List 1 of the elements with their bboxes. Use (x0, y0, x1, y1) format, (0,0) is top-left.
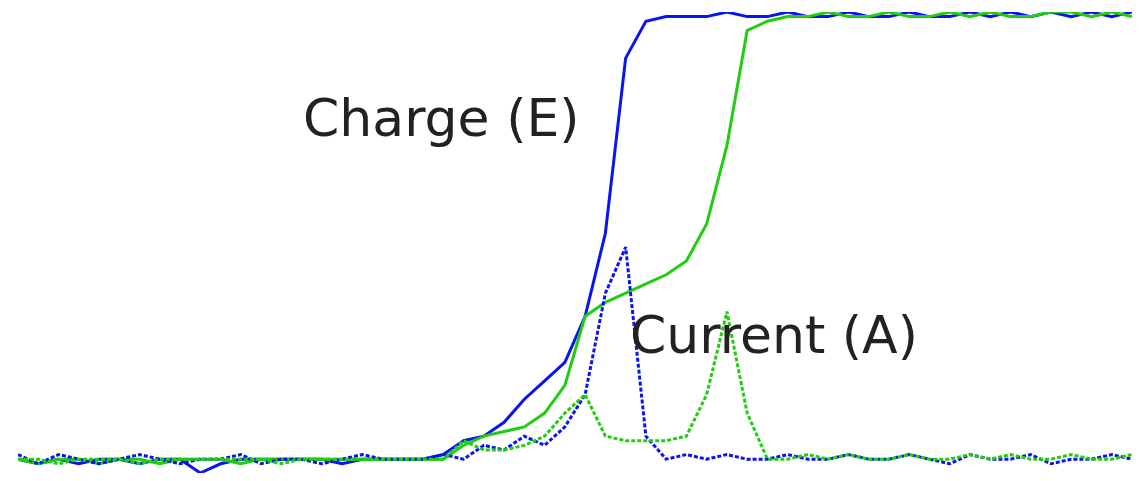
annotation: Charge (E) (303, 88, 580, 148)
